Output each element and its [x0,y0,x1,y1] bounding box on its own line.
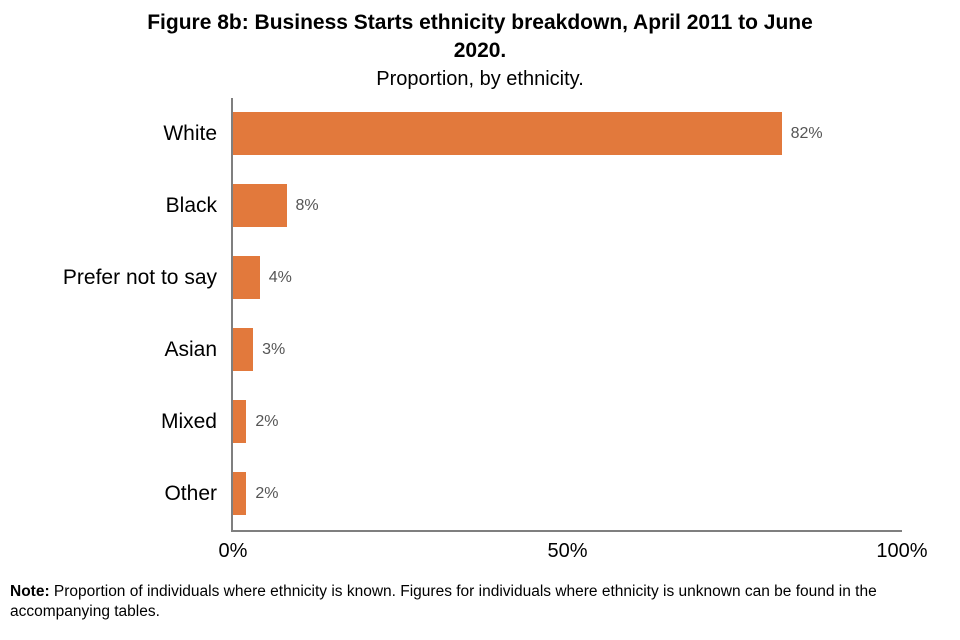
value-label: 3% [262,340,286,358]
bar-track: 3% [231,313,902,386]
chart-row: Prefer not to say 4% [0,241,902,314]
bar-track: 82% [231,97,902,170]
note: Note: Proportion of individuals where et… [10,582,945,623]
value-label: 2% [255,412,279,430]
x-axis-ticks: 0% 50% 100% [219,532,928,566]
bar-track: 2% [231,385,902,458]
chart-row: Black 8% [0,169,902,242]
chart-subtitle: Proportion, by ethnicity. [376,67,584,90]
x-axis-line [231,529,902,532]
note-text: Proportion of individuals where ethnicit… [10,582,877,621]
chart-title: Figure 8b: Business Starts ethnicity bre… [147,11,813,62]
category-label: Prefer not to say [62,265,217,289]
category-label: Mixed [160,409,217,433]
value-label: 4% [268,268,292,286]
note-label: Note: [10,582,50,600]
value-label: 2% [255,484,279,502]
category-label: Black [165,193,217,217]
bar-track: 4% [231,241,902,314]
category-label: Asian [164,337,217,361]
value-label: 82% [790,124,823,142]
value-label: 8% [295,196,319,214]
bar-black [233,184,287,228]
figure-8b-chart: Figure 8b: Business Starts ethnicity bre… [0,9,960,640]
chart-row: Other 2% [0,457,902,530]
chart-row: White 82% [0,97,902,170]
chart-row: Asian 3% [0,313,902,386]
x-tick-label: 0% [218,539,248,562]
bar-asian [233,328,254,372]
bar-other [233,472,247,516]
bar-mixed [233,400,247,444]
x-tick-label: 50% [547,539,588,562]
bar-chart: White 82% Black 8% Prefer not to say 4% Asian 3… [0,97,960,566]
category-label: Other [164,481,217,505]
chart-row: Mixed 2% [0,385,902,458]
bar-white [233,112,782,156]
bar-prefer-not-to-say [233,256,260,300]
bar-track: 2% [231,457,902,530]
x-tick-label: 100% [876,539,928,562]
bar-track: 8% [231,169,902,242]
category-label: White [163,121,217,145]
plot-area: White 82% Black 8% Prefer not to say 4% Asian 3… [0,97,960,530]
